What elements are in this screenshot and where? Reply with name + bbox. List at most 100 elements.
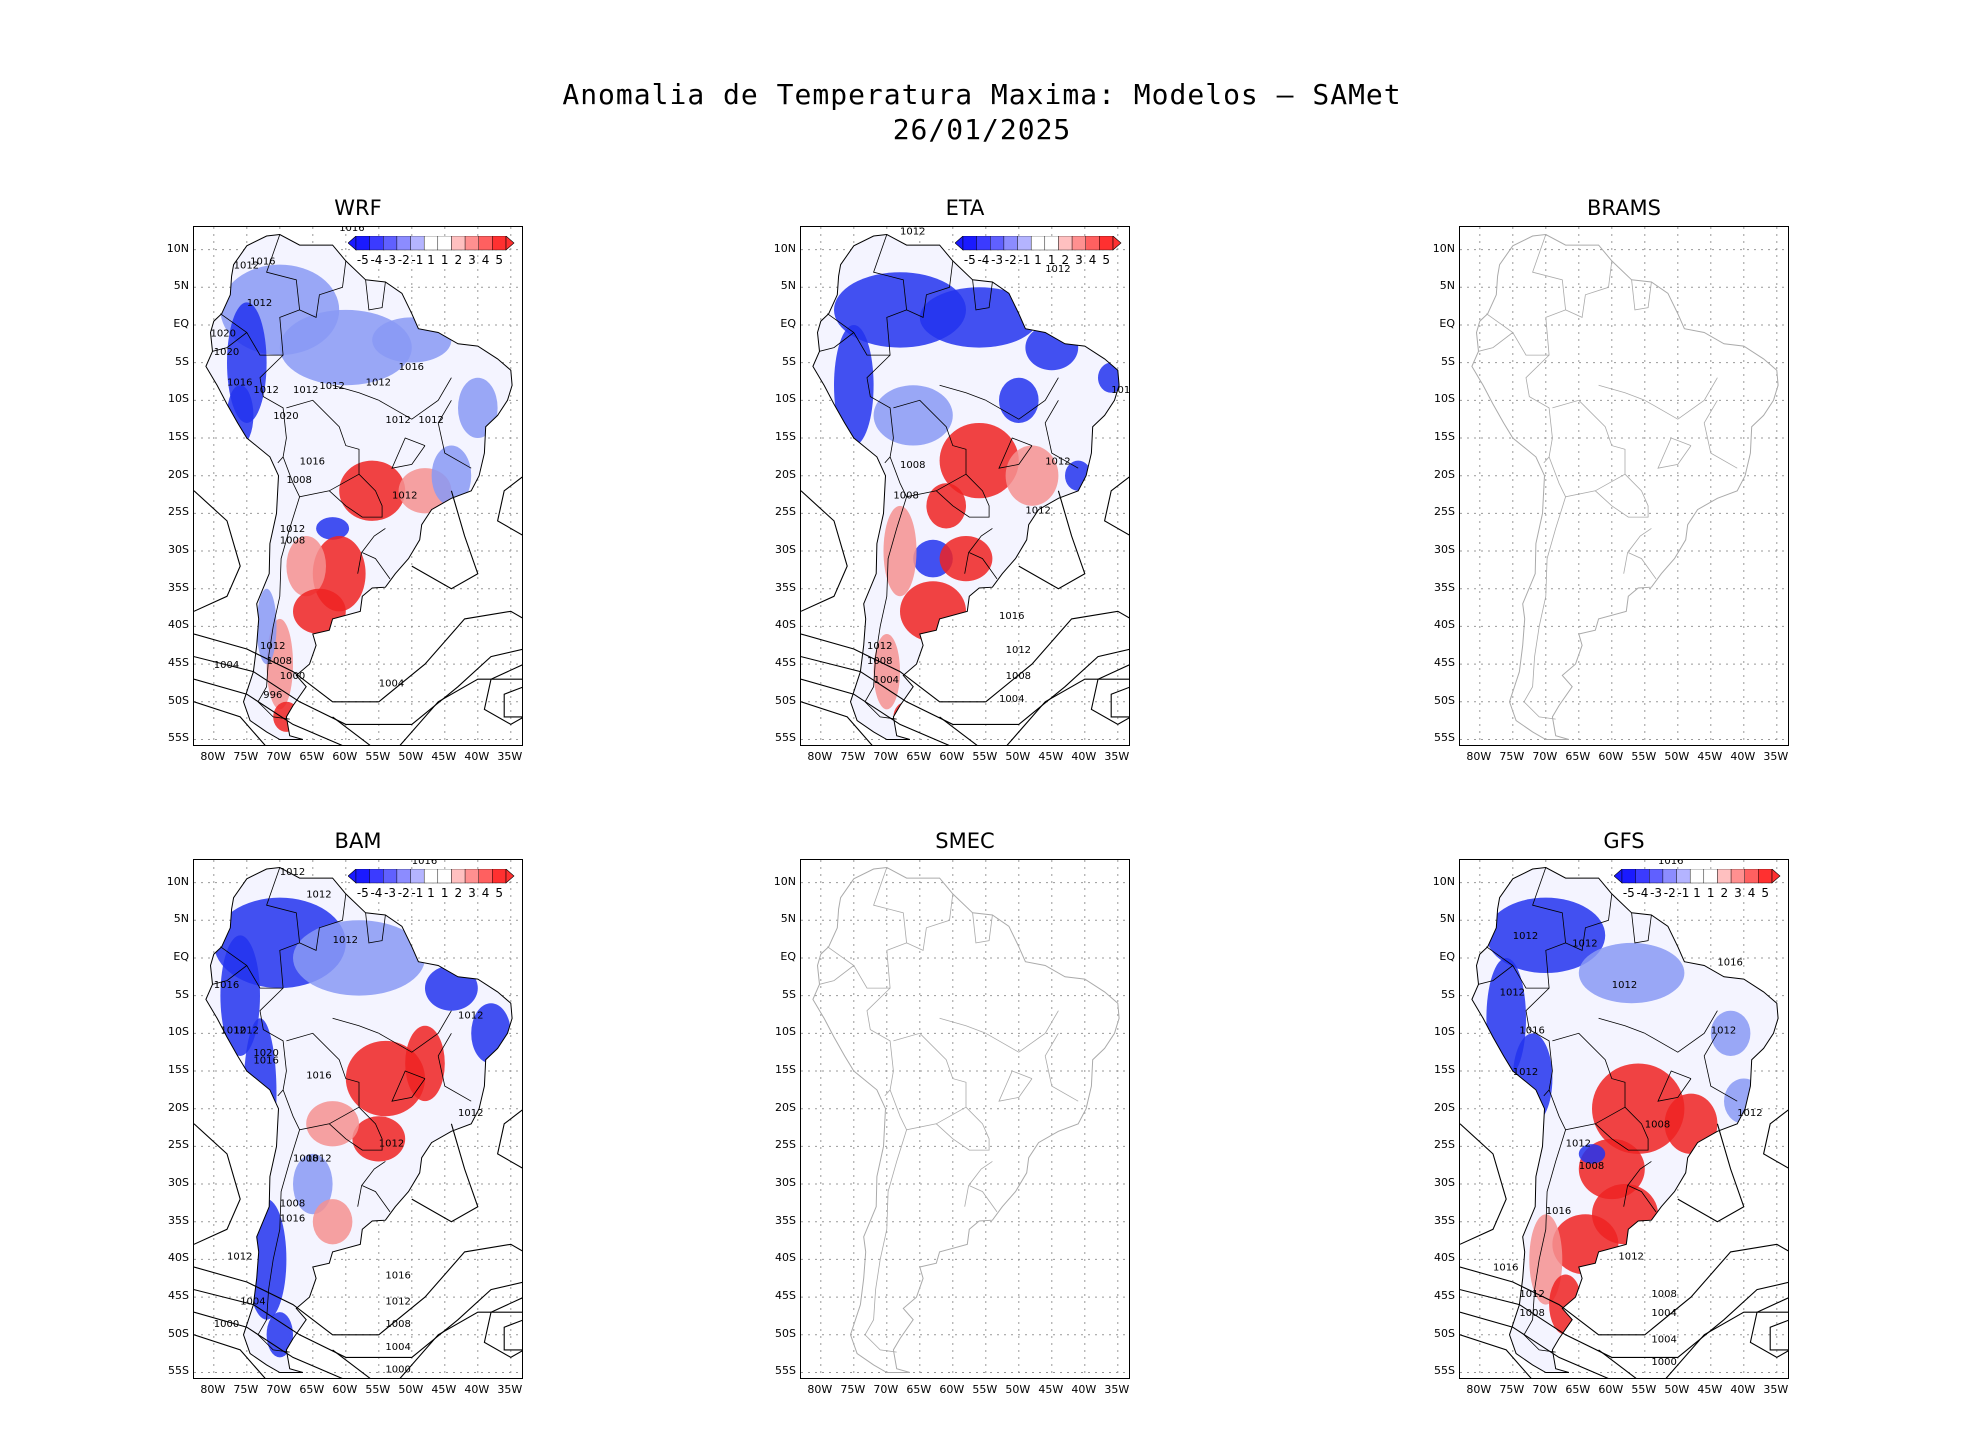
country-border: [332, 1017, 379, 1034]
longitude-label: 60W: [332, 1383, 358, 1396]
coastline: [1471, 233, 1779, 740]
longitude-label: 60W: [1598, 750, 1624, 763]
country-border: [964, 528, 993, 574]
isobar-label: 1012: [280, 867, 305, 878]
colorbar-swatch: [990, 235, 1005, 251]
isobar-label: 1016: [1717, 958, 1742, 969]
warm-anomaly-area: [293, 588, 346, 634]
latitude-label: 5S: [175, 354, 189, 368]
colorbar-label: -4: [977, 253, 989, 267]
isobar-label: 1008: [900, 460, 925, 471]
country-border: [329, 473, 383, 518]
map-canvas: 1016101210121012101610121012101210201016…: [194, 860, 522, 1378]
latitude-label: 15S: [168, 430, 189, 443]
latitude-label: 15S: [775, 1063, 796, 1076]
latitude-label: 25S: [775, 1138, 796, 1152]
longitude-label: 55W: [1631, 1383, 1657, 1396]
isobar-label: 1008: [867, 656, 892, 667]
longitude-label: 35W: [497, 1383, 523, 1396]
warm-anomaly-area: [345, 1040, 425, 1117]
colorbar-swatch: [1071, 235, 1086, 251]
country-border: [1657, 1070, 1692, 1102]
country-border: [1628, 1185, 1657, 1213]
longitude-label: 60W: [939, 1383, 965, 1396]
colorbar-swatch: [451, 235, 466, 251]
colorbar-arrow-low: [347, 235, 357, 251]
isobar-line: [194, 701, 266, 745]
colorbar-swatch: [1730, 868, 1745, 884]
map-canvas: [801, 860, 1129, 1378]
colorbar-swatch: [355, 868, 370, 884]
latitude-label: 10N: [166, 874, 189, 888]
warm-anomaly-area: [873, 633, 900, 710]
latitude-label: 10N: [1432, 241, 1455, 255]
isobar-label: 1004: [874, 675, 899, 686]
country-border: [1044, 1033, 1079, 1102]
coastline: [1471, 866, 1779, 1373]
colorbar-swatch: [492, 868, 507, 884]
isobar-line: [801, 701, 873, 745]
colorbar-swatch: [1676, 868, 1691, 884]
country-border: [1478, 965, 1514, 985]
longitude-label: 70W: [266, 750, 292, 763]
longitude-label: 40W: [1071, 1383, 1097, 1396]
latitude-label: 5N: [1439, 912, 1455, 926]
country-border: [365, 912, 386, 944]
longitude-label: 35W: [1104, 750, 1130, 763]
latitude-label: 25S: [1434, 505, 1455, 519]
country-border: [1631, 912, 1652, 944]
colorbar-label: -4: [370, 886, 382, 900]
cold-anomaly-area: [1025, 324, 1079, 371]
colorbar-swatch: [369, 235, 384, 251]
isobar-label: 1012: [1711, 1025, 1736, 1036]
country-border: [969, 552, 998, 580]
isobar-label: 1012: [1045, 264, 1070, 275]
longitude-label: 65W: [906, 1383, 932, 1396]
isobar-label: 1012: [260, 641, 285, 652]
isobar-label: 1016: [412, 860, 437, 867]
country-border: [212, 965, 248, 985]
cold-anomaly-area: [1578, 1144, 1606, 1164]
colorbar-swatch: [410, 235, 425, 251]
cold-anomaly-area: [293, 920, 425, 996]
colorbar-swatch: [423, 235, 439, 251]
isobar-line: [496, 476, 522, 536]
longitude-label: 55W: [972, 750, 998, 763]
country-border: [985, 1010, 1059, 1053]
latitude-label: 15S: [1434, 430, 1455, 443]
isobar-label: 1016: [300, 456, 325, 467]
isobar-line: [496, 1109, 522, 1169]
longitude-label: 75W: [840, 1383, 866, 1396]
latitude-label: 30S: [1434, 1176, 1455, 1190]
longitude-label: 40W: [464, 750, 490, 763]
longitude-label: 80W: [200, 1383, 226, 1396]
longitude-label: 80W: [200, 750, 226, 763]
panel-title-wrf: WRF: [334, 196, 382, 220]
coastline: [205, 233, 513, 740]
warm-anomaly-area: [939, 535, 993, 582]
country-border: [437, 1033, 472, 1102]
longitude-label: 75W: [1499, 750, 1525, 763]
colorbar-label: 3: [1734, 886, 1742, 900]
country-border: [1595, 1106, 1649, 1151]
longitude-label: 80W: [807, 1383, 833, 1396]
isobar-label: 1004: [385, 1342, 410, 1353]
country-border: [1486, 867, 1567, 989]
temperature-anomaly-field: [1486, 897, 1764, 1335]
colorbar-swatch: [383, 868, 398, 884]
isobar-line: [801, 648, 1129, 725]
isobar-label: 1012: [1025, 505, 1050, 516]
isobar-line: [194, 1334, 266, 1378]
isobar-label: 1004: [1651, 1334, 1676, 1345]
country-border: [972, 279, 993, 311]
colorbar-label: 4: [482, 253, 490, 267]
longitude-label: 80W: [1466, 750, 1492, 763]
country-border: [365, 279, 386, 311]
isobar-label: 1016: [339, 227, 364, 234]
colorbar-label: -5: [964, 253, 976, 267]
isobar-label: 1012: [900, 227, 925, 238]
colorbar-label: -2: [398, 253, 410, 267]
colorbar-label: 1: [441, 253, 449, 267]
country-border: [391, 1070, 426, 1102]
warm-anomaly-area: [1529, 1214, 1563, 1305]
